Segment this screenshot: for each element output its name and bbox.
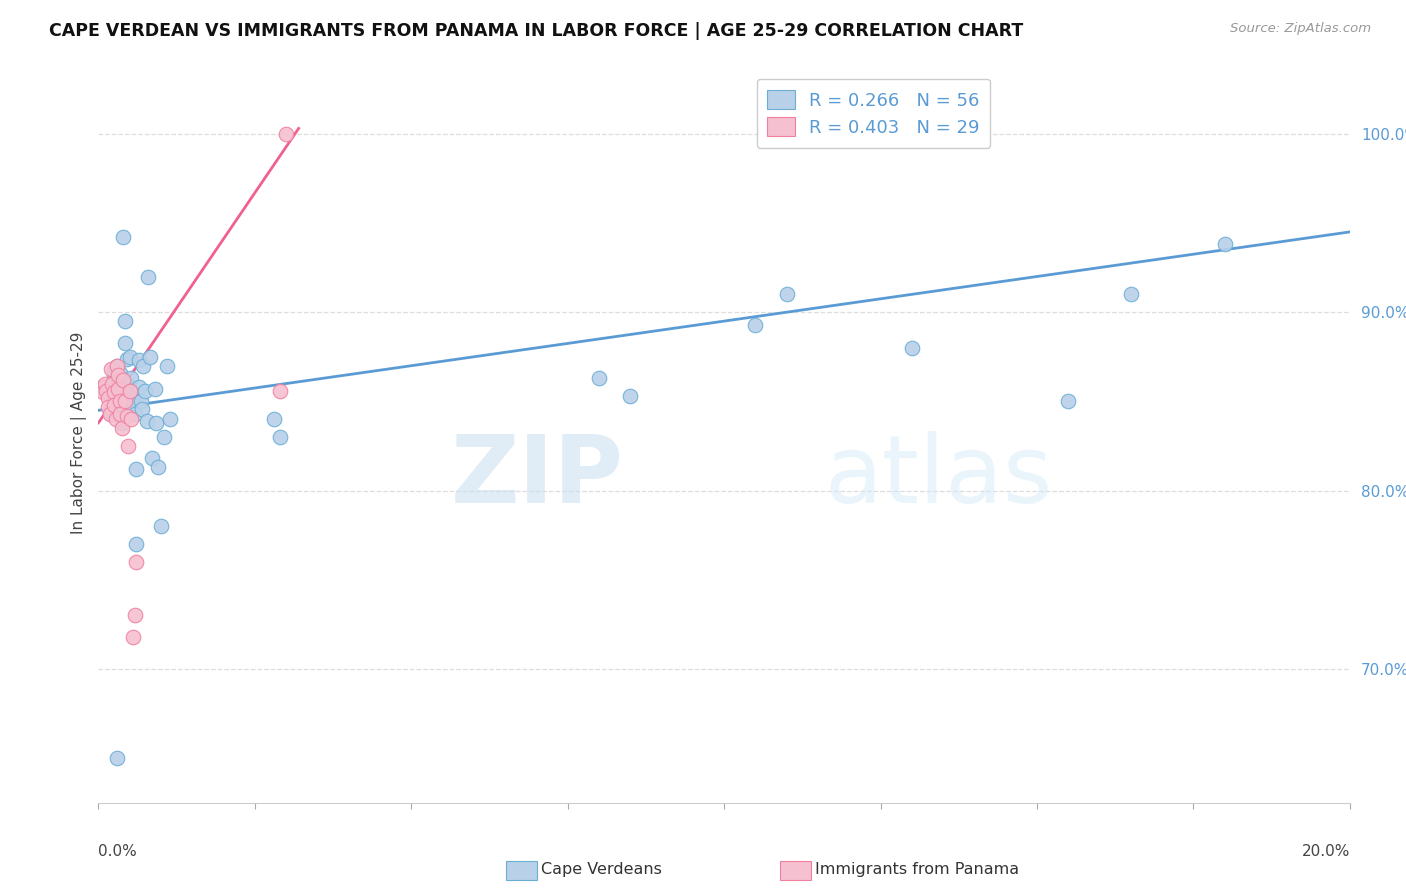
Point	[143, 382, 166, 396]
Point	[153, 430, 176, 444]
Point	[118, 350, 141, 364]
Point	[98, 403, 121, 417]
Point	[125, 555, 148, 569]
Point	[120, 412, 142, 426]
Point	[744, 318, 766, 332]
Point	[117, 385, 139, 400]
Point	[110, 366, 132, 380]
Point	[114, 335, 136, 350]
Point	[98, 407, 121, 421]
Point	[111, 416, 134, 430]
Point	[100, 362, 122, 376]
Point	[131, 401, 153, 416]
Point	[269, 384, 291, 398]
Point	[101, 380, 124, 394]
Point	[588, 371, 610, 385]
Point	[125, 537, 148, 551]
Point	[107, 382, 129, 396]
Point	[110, 407, 132, 421]
Point	[118, 384, 141, 398]
Point	[269, 430, 291, 444]
Point	[112, 230, 135, 244]
Point	[117, 439, 139, 453]
Point	[107, 401, 129, 416]
Point	[776, 287, 799, 301]
Text: Source: ZipAtlas.com: Source: ZipAtlas.com	[1230, 22, 1371, 36]
Point	[110, 407, 132, 421]
Point	[93, 385, 115, 400]
Text: Immigrants from Panama: Immigrants from Panama	[815, 863, 1019, 877]
Point	[103, 369, 125, 384]
Point	[90, 380, 112, 394]
Point	[263, 412, 285, 426]
Text: 20.0%: 20.0%	[1302, 844, 1350, 858]
Point	[114, 394, 136, 409]
Y-axis label: In Labor Force | Age 25-29: In Labor Force | Age 25-29	[72, 332, 87, 533]
Point	[128, 353, 150, 368]
Point	[111, 421, 134, 435]
Point	[120, 371, 142, 385]
Point	[141, 451, 163, 466]
Point	[97, 391, 120, 405]
Point	[156, 359, 179, 373]
Legend: R = 0.266   N = 56, R = 0.403   N = 29: R = 0.266 N = 56, R = 0.403 N = 29	[756, 78, 990, 147]
Point	[97, 400, 120, 414]
Point	[105, 359, 128, 373]
Point	[110, 380, 132, 394]
Point	[128, 380, 150, 394]
Point	[138, 269, 160, 284]
Text: Cape Verdeans: Cape Verdeans	[541, 863, 662, 877]
Point	[1213, 237, 1236, 252]
Point	[104, 412, 127, 426]
Point	[93, 376, 115, 391]
Point	[145, 416, 167, 430]
Point	[150, 519, 173, 533]
Point	[117, 380, 139, 394]
Text: 0.0%: 0.0%	[98, 844, 138, 858]
Point	[124, 407, 146, 421]
Point	[115, 351, 138, 366]
Point	[134, 384, 156, 398]
Point	[110, 394, 132, 409]
Point	[105, 359, 128, 373]
Point	[129, 394, 152, 409]
Point	[125, 462, 148, 476]
Point	[115, 409, 138, 423]
Point	[1057, 394, 1080, 409]
Point	[94, 384, 117, 398]
Point	[121, 391, 143, 405]
Point	[103, 385, 125, 400]
Point	[136, 414, 159, 428]
Point	[103, 398, 125, 412]
Point	[115, 376, 138, 391]
Point	[114, 314, 136, 328]
Point	[900, 341, 922, 355]
Point	[274, 127, 298, 141]
Point	[105, 368, 128, 382]
Point	[121, 630, 143, 644]
Point	[105, 389, 128, 403]
Point	[100, 407, 122, 421]
Text: ZIP: ZIP	[451, 431, 624, 523]
Point	[93, 380, 115, 394]
Point	[101, 376, 124, 391]
Point	[159, 412, 181, 426]
Text: CAPE VERDEAN VS IMMIGRANTS FROM PANAMA IN LABOR FORCE | AGE 25-29 CORRELATION CH: CAPE VERDEAN VS IMMIGRANTS FROM PANAMA I…	[49, 22, 1024, 40]
Point	[107, 368, 129, 382]
Point	[132, 359, 155, 373]
Point	[1119, 287, 1142, 301]
Point	[121, 398, 143, 412]
Point	[146, 460, 169, 475]
Point	[124, 608, 146, 623]
Point	[112, 373, 135, 387]
Point	[619, 389, 641, 403]
Point	[103, 364, 125, 378]
Point	[120, 384, 142, 398]
Point	[97, 382, 120, 396]
Point	[105, 751, 128, 765]
Text: atlas: atlas	[824, 431, 1053, 523]
Point	[138, 350, 160, 364]
